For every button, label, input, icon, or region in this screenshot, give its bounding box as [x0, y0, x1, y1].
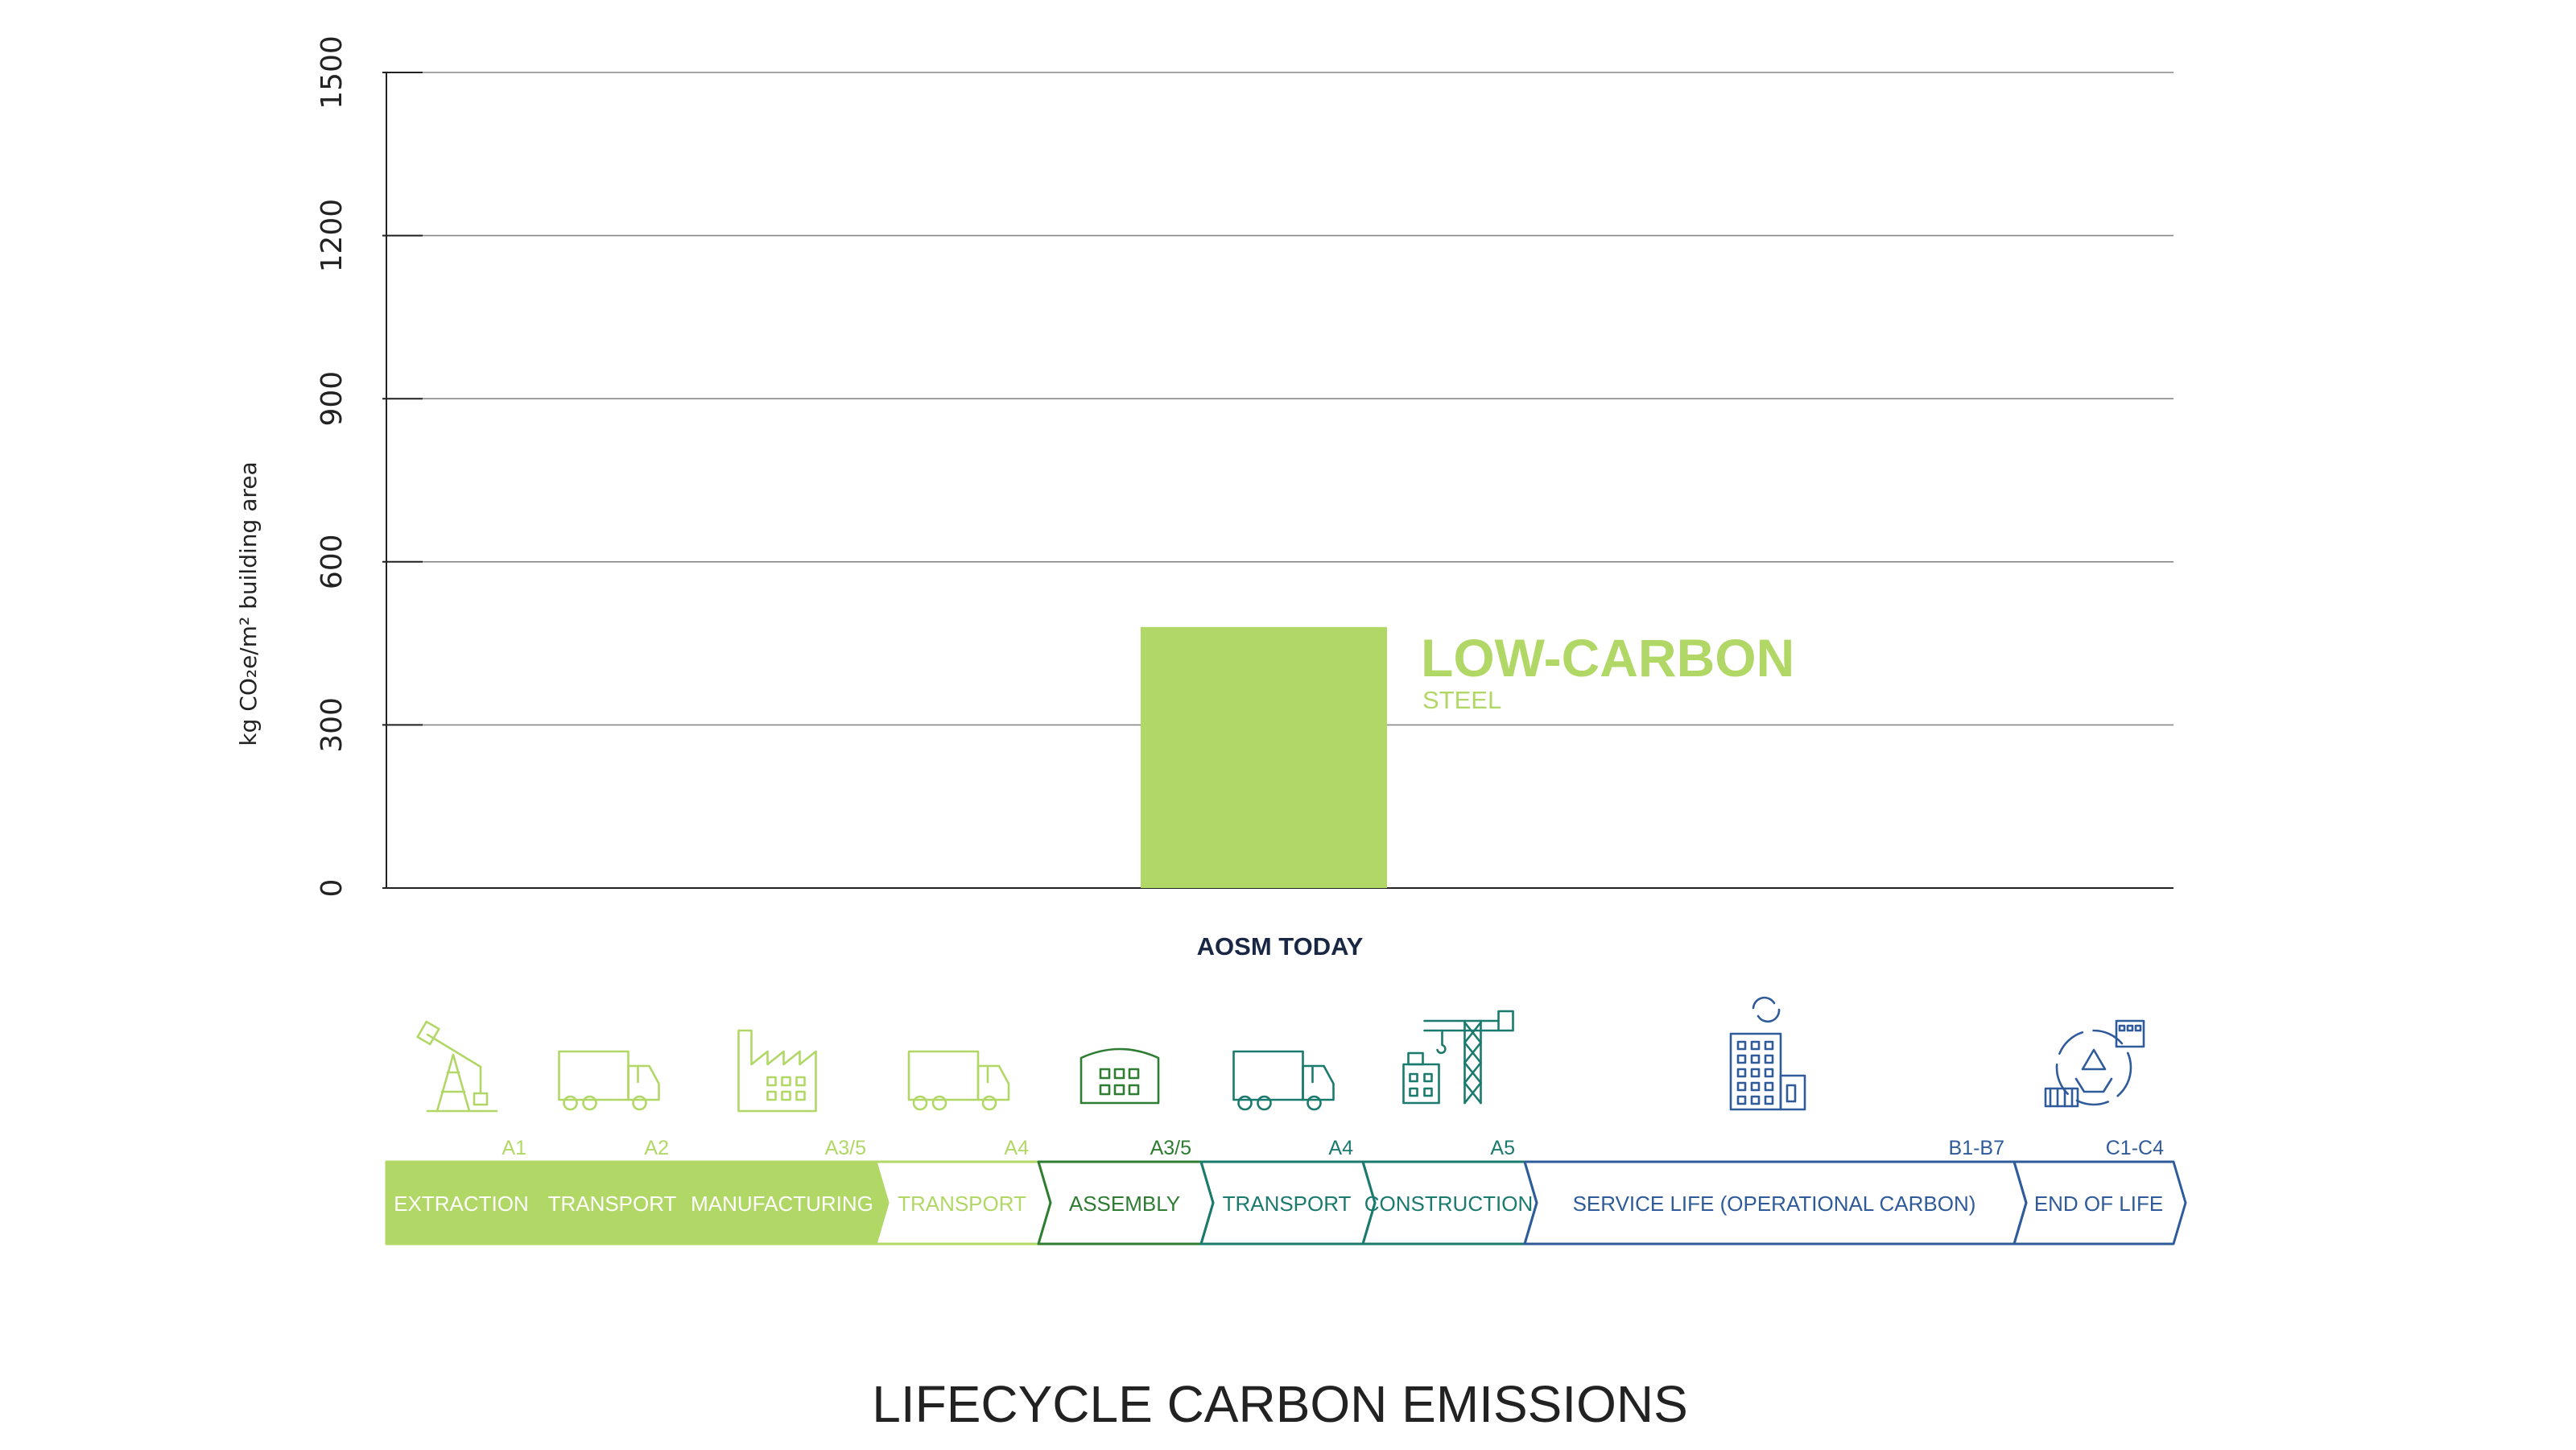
stage-code: C1-C4 [2106, 1137, 2164, 1159]
stage-label: SERVICE LIFE (OPERATIONAL CARBON) [1573, 1192, 1976, 1216]
oil-pump-icon [416, 1020, 498, 1113]
stage-icons [416, 996, 2145, 1113]
assembly-building-icon [1080, 1047, 1160, 1105]
factory-icon [737, 1029, 817, 1113]
truck-icon [558, 1050, 660, 1111]
stage-code: A3/5 [1150, 1137, 1191, 1159]
stage-codes: A1 A2 A3/5 A4 A3/5 A4 A5 B1-B7 C1-C4 [502, 1137, 2164, 1159]
bars [1141, 626, 1387, 888]
y-tick-label: 0 [316, 879, 349, 898]
truck-icon [907, 1050, 1010, 1111]
x-category-label: AOSM TODAY [1197, 932, 1364, 960]
y-tick-label: 900 [316, 371, 349, 427]
stage-code: A1 [502, 1137, 526, 1159]
stage-code: A5 [1490, 1137, 1515, 1159]
stage-label: TRANSPORT [898, 1192, 1026, 1216]
stage-chevron [2013, 1160, 2187, 1246]
y-tick-label: 600 [316, 534, 349, 589]
y-axis-ticks: 0 300 600 900 1200 1500 [316, 35, 423, 897]
stage-label: TRANSPORT [548, 1192, 677, 1216]
y-tick-label: 1200 [316, 199, 349, 273]
stage-code: A4 [1004, 1137, 1029, 1159]
chart-title: LIFECYCLE CARBON EMISSIONS [872, 1375, 1688, 1433]
truck-icon [1232, 1050, 1335, 1111]
stage-code: A3/5 [825, 1137, 866, 1159]
stage-chevrons: EXTRACTION TRANSPORT MANUFACTURING TRANSPOR… [385, 1160, 2187, 1246]
y-tick-label: 1500 [316, 35, 349, 109]
series-sublabel: STEEL [1422, 686, 1501, 714]
stage-code: A2 [644, 1137, 669, 1159]
y-axis-label: kg CO₂e/m² building area [235, 461, 262, 746]
stage-label: END OF LIFE [2034, 1192, 2163, 1216]
bar [1141, 626, 1387, 888]
series-label: LOW-CARBON [1421, 628, 1794, 688]
stage-label: ASSEMBLY [1069, 1192, 1180, 1216]
office-building-icon [1729, 996, 1806, 1111]
stage-label: MANUFACTURING [691, 1192, 873, 1216]
y-tick-label: 300 [316, 697, 349, 753]
grid-lines [382, 72, 2174, 726]
stage-label: CONSTRUCTION [1364, 1192, 1533, 1216]
crane-icon [1402, 1010, 1514, 1105]
recycle-icon [2044, 1019, 2145, 1108]
stage-code: A4 [1328, 1137, 1353, 1159]
stage-label: TRANSPORT [1223, 1192, 1352, 1216]
stage-label: EXTRACTION [394, 1192, 529, 1216]
stage-code: B1-B7 [1949, 1137, 2004, 1159]
